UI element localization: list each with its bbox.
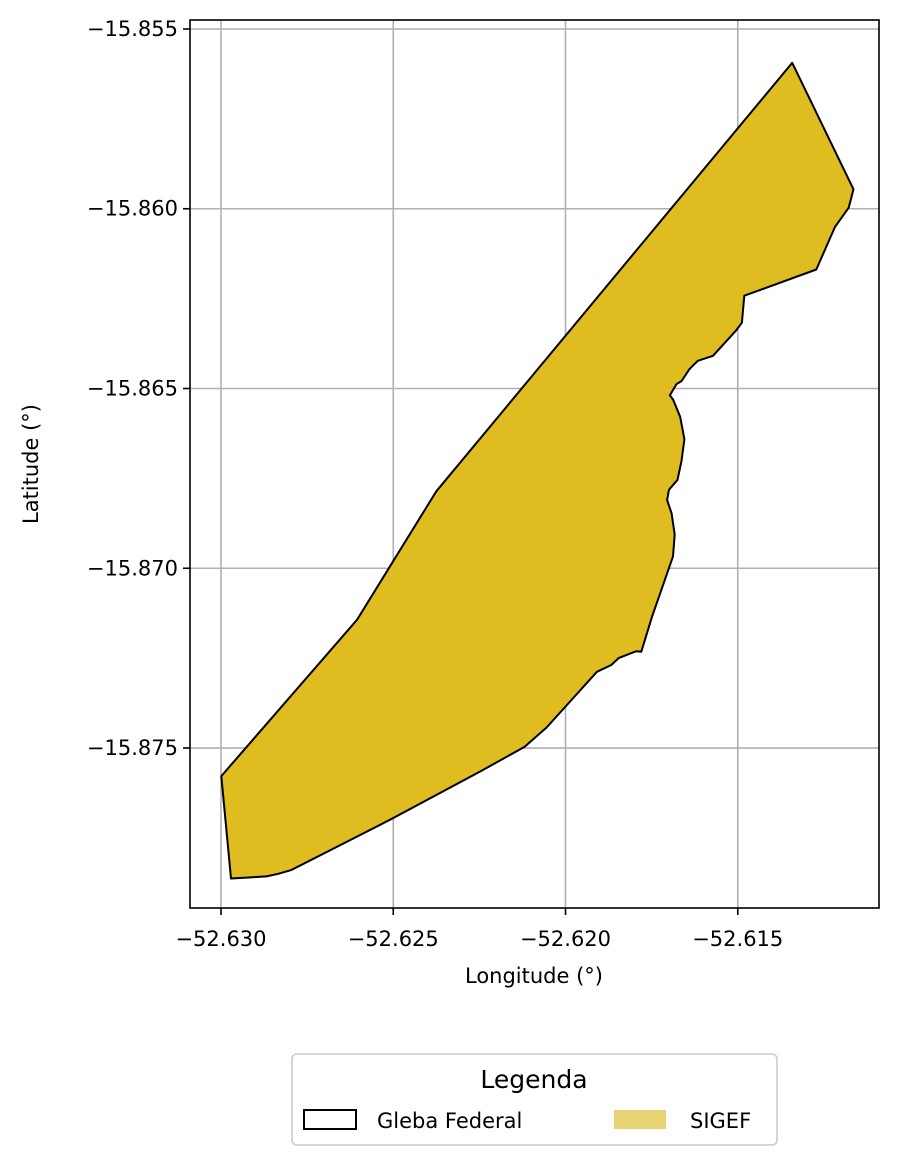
x-axis-label: Longitude (°) — [465, 964, 603, 988]
legend-swatch-gleba-federal — [303, 1109, 357, 1130]
x-tick-label: −52.625 — [348, 927, 439, 951]
y-tick-label: −15.875 — [87, 736, 178, 760]
y-tick-label: −15.870 — [87, 556, 178, 580]
x-tick-label: −52.620 — [520, 927, 611, 951]
legend-label-sigef: SIGEF — [690, 1109, 751, 1133]
y-tick-label: −15.865 — [87, 377, 178, 401]
legend-label-gleba-federal: Gleba Federal — [377, 1109, 522, 1133]
y-tick-label: −15.855 — [87, 17, 178, 41]
x-tick-label: −52.615 — [692, 927, 783, 951]
plot-frame — [189, 19, 880, 909]
x-tick-label: −52.630 — [175, 927, 266, 951]
y-axis-label: Latitude (°) — [19, 404, 43, 524]
y-axis-ticks: −15.855 −15.860 −15.865 −15.870 −15.875 — [87, 17, 190, 760]
legend: Legenda Gleba Federal SIGEF — [291, 1053, 778, 1146]
y-tick-label: −15.860 — [87, 197, 178, 221]
x-axis-ticks: −52.630 −52.625 −52.620 −52.615 — [175, 908, 783, 951]
legend-swatch-sigef — [614, 1110, 666, 1129]
legend-title: Legenda — [480, 1065, 587, 1094]
sigef-gleba-federal-polygon — [220, 61, 855, 880]
